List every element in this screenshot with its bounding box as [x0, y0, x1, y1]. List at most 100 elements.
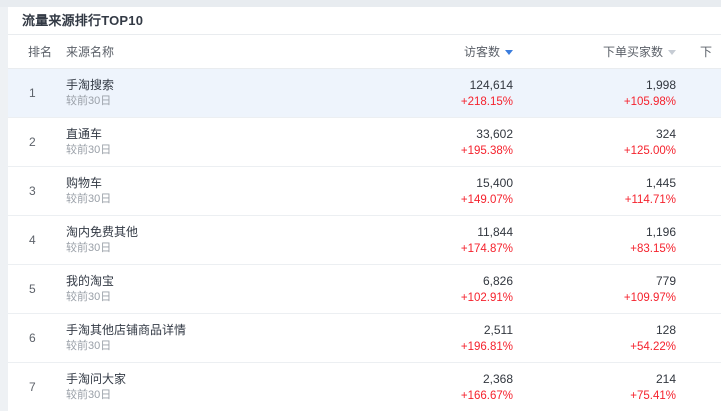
table-row[interactable]: 3 购物车 较前30日 15,400 +149.07% 1,445 +114.7… — [8, 166, 721, 216]
source-compare-label: 较前30日 — [66, 389, 112, 401]
cell-visitors: 33,602 +195.38% — [368, 117, 535, 167]
buyers-value: 1,998 — [645, 77, 676, 92]
page-top-strip — [0, 0, 721, 7]
table-row[interactable]: 2 直通车 较前30日 33,602 +195.38% 324 +125.00% — [8, 117, 721, 167]
column-header-visitors-label: 访客数 — [463, 45, 500, 59]
traffic-source-table: 排名 来源名称 访客数 下单买家数 下 — [8, 35, 721, 411]
cell-source-name: 手淘其他店铺商品详情 较前30日 — [58, 313, 368, 363]
buyers-delta: +75.41% — [630, 389, 676, 402]
column-header-buyers[interactable]: 下单买家数 — [535, 35, 698, 69]
visitors-delta: +166.67% — [460, 389, 513, 402]
sort-icon[interactable] — [668, 50, 676, 55]
cell-rank: 1 — [8, 68, 58, 118]
buyers-value: 214 — [655, 371, 676, 386]
cell-rank: 2 — [8, 117, 58, 167]
buyers-value: 1,445 — [645, 175, 676, 190]
source-name-text: 淘内免费其他 — [66, 225, 139, 239]
source-name-text: 直通车 — [66, 127, 103, 141]
visitors-delta: +218.15% — [460, 95, 513, 108]
source-compare-label: 较前30日 — [66, 144, 112, 156]
cell-visitors: 11,844 +174.87% — [368, 215, 535, 265]
column-header-source-name: 来源名称 — [58, 35, 368, 69]
source-compare-label: 较前30日 — [66, 340, 112, 352]
ranking-card: 流量来源排行TOP10 排名 来源名称 访客数 — [8, 7, 721, 411]
cell-truncated — [698, 68, 721, 118]
column-header-visitors[interactable]: 访客数 — [368, 35, 535, 69]
cell-visitors: 2,511 +196.81% — [368, 313, 535, 363]
buyers-delta: +54.22% — [630, 340, 676, 353]
buyers-delta: +83.15% — [630, 242, 676, 255]
cell-visitors: 6,826 +102.91% — [368, 264, 535, 314]
cell-source-name: 手淘搜索 较前30日 — [58, 68, 368, 118]
source-compare-label: 较前30日 — [66, 193, 112, 205]
cell-visitors: 2,368 +166.67% — [368, 362, 535, 411]
visitors-delta: +195.38% — [460, 144, 513, 157]
buyers-delta: +125.00% — [623, 144, 676, 157]
buyers-delta: +105.98% — [623, 95, 676, 108]
source-name-text: 手淘问大家 — [66, 372, 127, 386]
column-header-buyers-label: 下单买家数 — [602, 45, 663, 59]
column-header-rank: 排名 — [8, 35, 58, 69]
source-compare-label: 较前30日 — [66, 291, 112, 303]
cell-truncated — [698, 264, 721, 314]
source-compare-label: 较前30日 — [66, 95, 112, 107]
cell-rank: 3 — [8, 166, 58, 216]
cell-buyers: 1,445 +114.71% — [535, 166, 698, 216]
buyers-delta: +114.71% — [624, 193, 676, 206]
cell-buyers: 214 +75.41% — [535, 362, 698, 411]
visitors-delta: +149.07% — [460, 193, 513, 206]
source-name-text: 手淘搜索 — [66, 78, 115, 92]
buyers-delta: +109.97% — [623, 291, 676, 304]
sort-descending-icon[interactable] — [505, 50, 513, 55]
source-name-text: 我的淘宝 — [66, 274, 115, 288]
page-title: 流量来源排行TOP10 — [8, 7, 721, 35]
table-row[interactable]: 5 我的淘宝 较前30日 6,826 +102.91% 779 +109.97% — [8, 264, 721, 314]
column-header-truncated[interactable]: 下 — [698, 35, 721, 69]
cell-buyers: 779 +109.97% — [535, 264, 698, 314]
cell-truncated — [698, 215, 721, 265]
source-name-text: 手淘其他店铺商品详情 — [66, 323, 187, 337]
cell-truncated — [698, 313, 721, 363]
visitors-value: 2,368 — [482, 371, 513, 386]
cell-visitors: 15,400 +149.07% — [368, 166, 535, 216]
source-name-text: 购物车 — [66, 176, 103, 190]
visitors-value: 124,614 — [469, 77, 513, 92]
visitors-delta: +174.87% — [460, 242, 513, 255]
column-header-source-name-label: 来源名称 — [66, 45, 115, 59]
cell-buyers: 1,998 +105.98% — [535, 68, 698, 118]
visitors-value: 11,844 — [477, 224, 513, 239]
table-header-row: 排名 来源名称 访客数 下单买家数 下 — [8, 35, 721, 69]
cell-source-name: 购物车 较前30日 — [58, 166, 368, 216]
table-row[interactable]: 4 淘内免费其他 较前30日 11,844 +174.87% 1,196 +83… — [8, 215, 721, 265]
table-row[interactable]: 1 手淘搜索 较前30日 124,614 +218.15% 1,998 +105… — [8, 68, 721, 118]
cell-visitors: 124,614 +218.15% — [368, 68, 535, 118]
column-header-truncated-label: 下 — [700, 45, 713, 59]
column-header-rank-label: 排名 — [28, 45, 53, 59]
visitors-value: 2,511 — [483, 322, 513, 337]
buyers-value: 128 — [655, 322, 676, 337]
visitors-delta: +196.81% — [460, 340, 513, 353]
cell-rank: 7 — [8, 362, 58, 411]
cell-truncated — [698, 166, 721, 216]
table-header: 排名 来源名称 访客数 下单买家数 下 — [8, 35, 721, 69]
cell-truncated — [698, 362, 721, 411]
table-body: 1 手淘搜索 较前30日 124,614 +218.15% 1,998 +105… — [8, 68, 721, 411]
table-row[interactable]: 7 手淘问大家 较前30日 2,368 +166.67% 214 +75.41% — [8, 362, 721, 411]
buyers-value: 779 — [655, 273, 676, 288]
visitors-value: 6,826 — [482, 273, 513, 288]
buyers-value: 324 — [655, 126, 676, 141]
cell-source-name: 我的淘宝 较前30日 — [58, 264, 368, 314]
cell-source-name: 直通车 较前30日 — [58, 117, 368, 167]
buyers-value: 1,196 — [645, 224, 676, 239]
source-compare-label: 较前30日 — [66, 242, 112, 254]
cell-rank: 4 — [8, 215, 58, 265]
cell-buyers: 324 +125.00% — [535, 117, 698, 167]
cell-rank: 6 — [8, 313, 58, 363]
cell-truncated — [698, 117, 721, 167]
visitors-value: 33,602 — [476, 126, 513, 141]
cell-buyers: 1,196 +83.15% — [535, 215, 698, 265]
cell-rank: 5 — [8, 264, 58, 314]
table-row[interactable]: 6 手淘其他店铺商品详情 较前30日 2,511 +196.81% 128 +5… — [8, 313, 721, 363]
visitors-delta: +102.91% — [460, 291, 513, 304]
